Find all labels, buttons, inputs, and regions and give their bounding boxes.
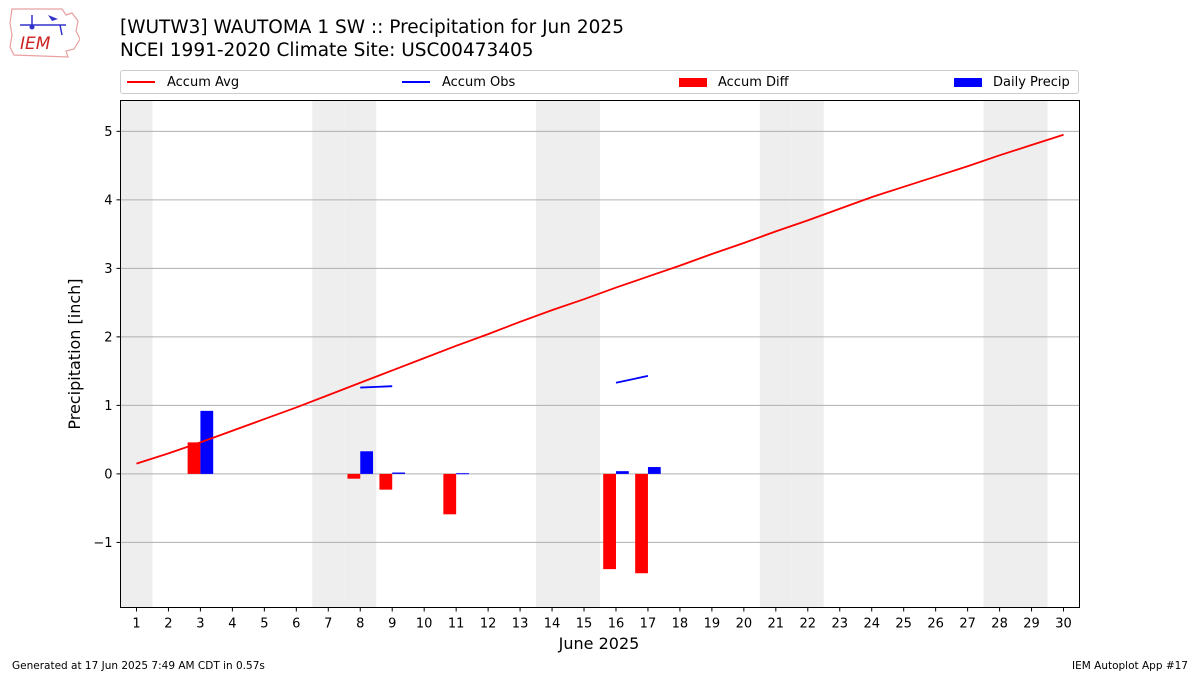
daily-precip-bar-day-17 xyxy=(647,467,661,474)
x-tick-label-14: 14 xyxy=(544,617,561,632)
x-tick-label-3: 3 xyxy=(196,617,204,632)
x-axis-label: June 2025 xyxy=(558,634,640,653)
accum-avg-line xyxy=(136,133,1064,465)
x-tick-label-12: 12 xyxy=(480,617,497,632)
x-tick-label-18: 18 xyxy=(672,617,689,632)
weekend-band-7 xyxy=(312,100,345,608)
weekend-band-14 xyxy=(536,100,569,608)
legend-swatch-daily-precip xyxy=(954,77,982,87)
x-tick-label-11: 11 xyxy=(448,617,465,632)
weekend-band-1 xyxy=(120,100,153,608)
x-axis-ticks: 1 2 3 4 5 6 7 8 9 10 11 12 13 14 15 16 17 18 19 20 21 22 23 24 2… xyxy=(132,607,1072,632)
legend-swatch-accum-obs xyxy=(402,81,430,83)
weekend-band-15 xyxy=(568,100,600,608)
daily-precip-bar-day-11 xyxy=(456,473,469,475)
x-tick-label-5: 5 xyxy=(260,617,268,632)
legend-item-accum-obs: Accum Obs xyxy=(402,71,515,93)
legend-item-accum-diff: Accum Diff xyxy=(679,71,789,93)
x-tick-label-2: 2 xyxy=(164,617,172,632)
chart-subtitle: NCEI 1991-2020 Climate Site: USC00473405 xyxy=(120,40,534,61)
accum-obs-segment-2 xyxy=(615,375,649,384)
weekend-band-22 xyxy=(791,100,824,608)
x-tick-label-19: 19 xyxy=(704,617,721,632)
grid-lines xyxy=(120,130,1080,543)
weekend-band-8 xyxy=(344,100,377,608)
legend-item-daily-precip: Daily Precip xyxy=(954,71,1070,93)
x-tick-label-8: 8 xyxy=(356,617,364,632)
weekend-band-28 xyxy=(983,100,1016,608)
iem-logo: IEM xyxy=(9,8,80,58)
daily-precip-bar-day-8 xyxy=(360,451,374,474)
x-tick-label-30: 30 xyxy=(1055,617,1072,632)
y-tick-label--1: −1 xyxy=(93,536,112,551)
x-tick-label-27: 27 xyxy=(959,617,976,632)
x-tick-label-17: 17 xyxy=(640,617,657,632)
legend-swatch-accum-diff xyxy=(679,77,707,87)
y-tick-label-3: 3 xyxy=(104,262,112,277)
x-tick-label-20: 20 xyxy=(736,617,753,632)
x-tick-label-26: 26 xyxy=(927,617,944,632)
daily-precip-bar-day-3 xyxy=(200,410,214,474)
chart-title: [WUTW3] WAUTOMA 1 SW :: Precipitation fo… xyxy=(120,17,624,38)
legend-item-accum-avg: Accum Avg xyxy=(127,71,239,93)
x-tick-label-10: 10 xyxy=(416,617,433,632)
legend-label-accum-obs: Accum Obs xyxy=(442,74,516,90)
daily-precip-bars xyxy=(200,410,661,475)
x-tick-label-25: 25 xyxy=(895,617,912,632)
x-tick-label-4: 4 xyxy=(228,617,236,632)
x-tick-label-24: 24 xyxy=(863,617,880,632)
weekend-band-29 xyxy=(1015,100,1048,608)
x-tick-label-13: 13 xyxy=(512,617,529,632)
legend-label-daily-precip: Daily Precip xyxy=(993,74,1070,90)
generated-note: Generated at 17 Jun 2025 7:49 AM CDT in … xyxy=(12,660,265,672)
legend-swatch-accum-avg xyxy=(127,81,155,83)
weekend-shading xyxy=(120,100,1048,608)
accum-diff-bar-day-8 xyxy=(347,473,361,479)
logo-text: IEM xyxy=(20,34,51,54)
weekend-band-21 xyxy=(759,100,792,608)
y-axis-ticks: −1 0 1 2 3 4 5 xyxy=(93,125,121,551)
x-tick-label-9: 9 xyxy=(388,617,396,632)
x-tick-label-29: 29 xyxy=(1023,617,1040,632)
x-tick-label-1: 1 xyxy=(132,617,140,632)
accum-obs-line xyxy=(360,375,649,389)
accum-avg-polyline xyxy=(136,133,1064,465)
y-tick-label-1: 1 xyxy=(104,399,112,414)
plot-frame xyxy=(120,100,1080,608)
accum-diff-bar-day-16 xyxy=(603,473,616,570)
y-tick-label-4: 4 xyxy=(104,193,112,208)
accum-diff-bar-day-11 xyxy=(443,473,457,515)
x-tick-label-15: 15 xyxy=(576,617,593,632)
x-tick-label-6: 6 xyxy=(292,617,300,632)
legend-label-accum-avg: Accum Avg xyxy=(167,74,240,90)
daily-precip-bar-day-16 xyxy=(615,471,629,474)
accum-diff-bar-day-17 xyxy=(635,473,648,574)
accum-diff-bar-day-9 xyxy=(379,473,393,490)
y-tick-label-2: 2 xyxy=(104,330,112,345)
y-tick-label-0: 0 xyxy=(104,467,112,482)
x-tick-label-22: 22 xyxy=(800,617,817,632)
x-tick-label-7: 7 xyxy=(324,617,332,632)
legend-label-accum-diff: Accum Diff xyxy=(718,74,789,90)
legend: Accum Avg Accum Obs Accum Diff Daily Pre… xyxy=(120,70,1079,94)
x-tick-label-16: 16 xyxy=(608,617,625,632)
x-tick-label-28: 28 xyxy=(991,617,1008,632)
accum-diff-bar-day-3 xyxy=(187,442,201,474)
daily-precip-bar-day-9 xyxy=(392,472,406,474)
y-axis-label: Precipitation [inch] xyxy=(65,278,84,429)
accum-diff-bars xyxy=(187,442,648,574)
x-tick-label-23: 23 xyxy=(831,617,848,632)
app-note: IEM Autoplot App #17 xyxy=(1072,660,1188,672)
accum-obs-segment-1 xyxy=(360,385,393,389)
x-tick-label-21: 21 xyxy=(768,617,785,632)
y-tick-label-5: 5 xyxy=(104,125,112,140)
